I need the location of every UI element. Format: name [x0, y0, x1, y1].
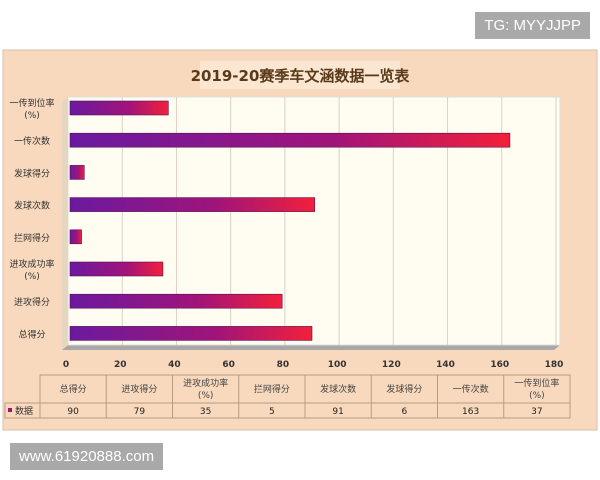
watermark-bottom: www.61920888.com — [10, 443, 164, 470]
table-value: 5 — [269, 407, 275, 417]
x-tick-label: 60 — [222, 360, 235, 370]
watermark-top: TG: MYYJJPP — [475, 12, 590, 39]
x-tick-label: 20 — [114, 360, 127, 370]
x-tick-label: 160 — [490, 360, 509, 370]
table-header: 发球次数 — [320, 383, 356, 395]
x-tick-label: 140 — [436, 360, 455, 370]
y-tick-label: 一传次数 — [14, 135, 50, 147]
bar — [69, 165, 85, 180]
x-tick-label: 80 — [277, 360, 290, 370]
table-value: 163 — [462, 407, 479, 417]
x-tick-label: 0 — [63, 360, 69, 370]
y-tick-label: 进攻成功率(%) — [9, 258, 54, 282]
table-header: 一传次数 — [453, 383, 489, 395]
table-value: 79 — [134, 407, 146, 417]
table-header: 总得分 — [60, 383, 87, 395]
x-tick-label: 40 — [168, 360, 181, 370]
table-header: 拦网得分 — [254, 383, 290, 395]
y-tick-label: 进攻得分 — [14, 296, 50, 308]
y-tick-label: 发球次数 — [14, 200, 50, 212]
y-tick-label: 发球得分 — [14, 167, 50, 179]
bar — [69, 132, 511, 148]
legend-label: 数据 — [15, 405, 33, 417]
bar — [69, 293, 283, 309]
bar — [69, 197, 316, 212]
table-header: 发球得分 — [386, 383, 422, 395]
y-tick-label: 总得分 — [18, 328, 45, 340]
chart-title: 2019-20赛季车文涵数据一览表 — [191, 67, 411, 85]
table-value: 91 — [332, 407, 343, 417]
table-header: 进攻得分 — [121, 383, 157, 395]
side-wall — [62, 97, 68, 350]
x-tick-label: 120 — [382, 360, 401, 370]
x-tick-label: 100 — [328, 360, 347, 370]
bar — [69, 261, 164, 277]
table-value: 6 — [402, 407, 408, 417]
table-value: 90 — [67, 407, 79, 417]
bar — [69, 326, 313, 341]
floor — [62, 345, 560, 350]
bar — [69, 229, 82, 245]
table-value: 35 — [200, 407, 211, 417]
y-tick-label: 一传到位率(%) — [9, 97, 54, 121]
y-tick-label: 拦网得分 — [14, 232, 50, 244]
table-header: 进攻成功率(%) — [183, 377, 228, 401]
x-tick-label: 180 — [545, 360, 564, 370]
bar — [69, 100, 169, 116]
table-value: 37 — [531, 407, 542, 417]
title-box — [200, 61, 400, 89]
legend-swatch — [8, 408, 12, 412]
table-header: 一传到位率(%) — [514, 377, 559, 401]
